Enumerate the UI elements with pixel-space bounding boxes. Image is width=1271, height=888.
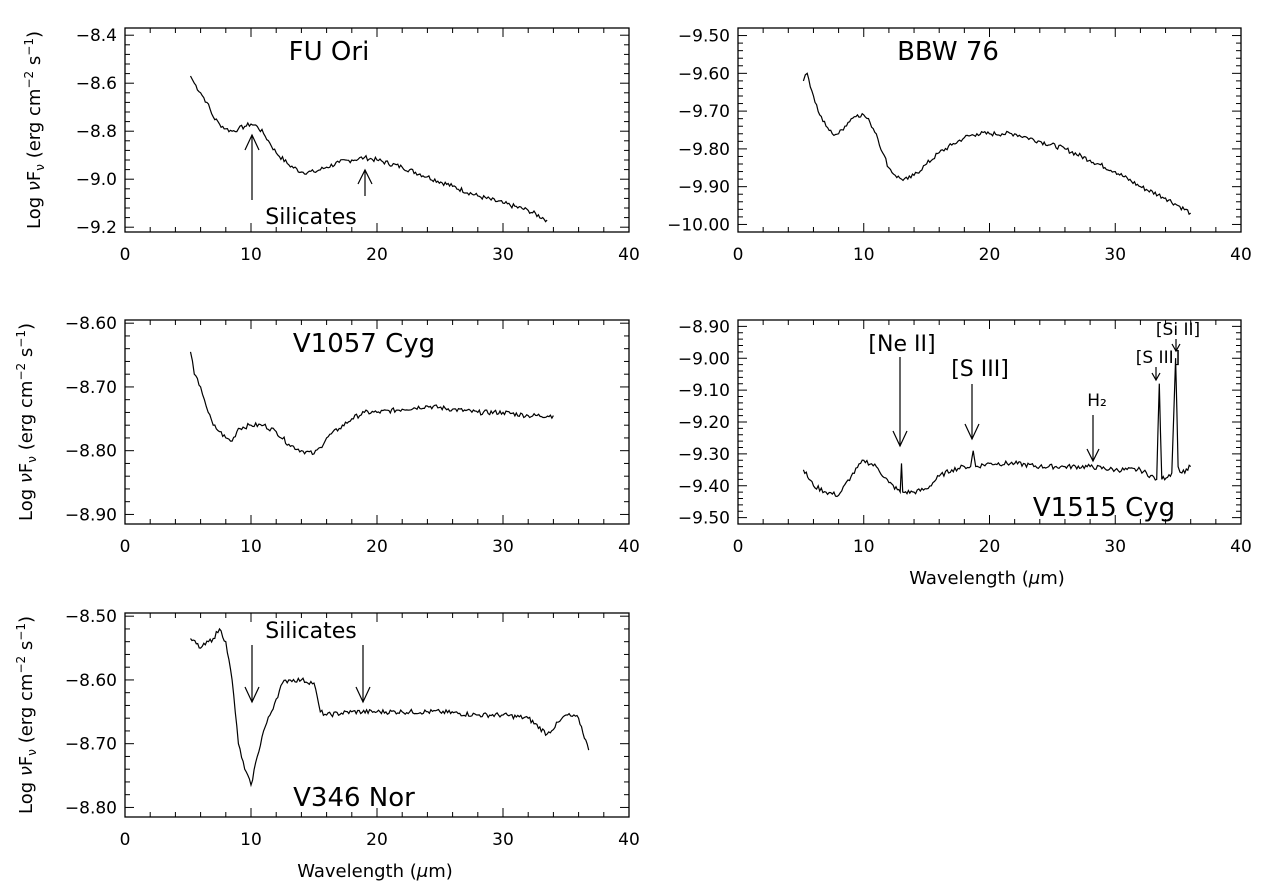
panel-v346-nor: 0 10 20 30 40 −8.80 −8.70 −8.60 −8.50 V346 Nor S… [65,607,640,850]
y-tick-label: −9.60 [678,64,730,84]
x-axis-label-v346: Wavelength (μm) [297,861,453,882]
x-tick-label: 20 [366,245,388,265]
y-tick-label: −9.50 [678,509,730,529]
x-tick-label: 10 [853,245,875,265]
y-tick-label: −9.00 [678,349,730,369]
x-tick-label: 30 [1104,245,1126,265]
tick-labels: 0 10 20 30 40 −9.2 −9.0 −8.8 −8.6 −8.4 [76,26,640,265]
chart-title: V1057 Cyg [293,329,435,359]
panel-fu-ori: 0 10 20 30 40 −9.2 −9.0 −8.8 −8.6 −8.4 FU Ori Sil… [76,26,640,265]
panel-v1515-cyg: 0 10 20 30 40 −9.50 −9.40 −9.30 −9.20 −9.10 −9.00 −… [678,317,1252,557]
tick-labels: 0 10 20 30 40 −10.00 −9.90 −9.80 −9.70 −9.60 −9.50 [667,27,1252,265]
spectrum-line [189,75,548,223]
x-tick-label: 10 [240,537,262,557]
tick-marks [737,319,1242,525]
x-tick-label: 20 [979,245,1001,265]
y-tick-label: −9.30 [678,445,730,465]
spectrum-line [190,627,590,788]
y-tick-label: −8.70 [65,378,117,398]
annotation-silicates: Silicates [265,619,357,644]
x-tick-label: 30 [492,537,514,557]
spectrum-line [802,358,1192,498]
chart-title: BBW 76 [897,37,999,67]
x-tick-label: 10 [853,537,875,557]
x-tick-label: 40 [618,245,640,265]
annotation-s-iii: [S III] [951,357,1009,382]
s-iii-33um-arrowhead [1151,372,1161,382]
y-tick-label: −8.90 [678,317,730,337]
x-tick-label: 40 [618,830,640,850]
tick-marks [124,28,630,232]
annotation-h2: H₂ [1087,391,1107,411]
h2-arrowhead [1086,448,1100,463]
y-tick-label: −9.40 [678,477,730,497]
y-tick-label: −8.80 [65,798,117,818]
x-tick-label: 40 [1230,245,1252,265]
x-tick-label: 40 [618,537,640,557]
ne-ii-arrowhead [892,430,908,448]
x-tick-label: 20 [979,537,1001,557]
panel-bbw-76: 0 10 20 30 40 −10.00 −9.90 −9.80 −9.70 −9.60 −9.50… [667,27,1252,265]
x-tick-label: 20 [366,830,388,850]
spectrum-line [189,351,554,456]
y-tick-label: −9.80 [678,140,730,160]
x-tick-label: 10 [240,830,262,850]
y-axis-label-row-3: Log νFν (erg cm−2 s−1) [14,616,39,814]
si-ii-arrowhead [1171,343,1181,353]
y-tick-label: −9.0 [76,170,117,190]
x-tick-label: 0 [120,537,131,557]
y-tick-label: −9.20 [678,413,730,433]
x-tick-label: 0 [120,245,131,265]
y-tick-label: −8.60 [65,314,117,334]
x-tick-label: 30 [492,245,514,265]
chart-title: V1515 Cyg [1033,493,1175,523]
annotation-si-ii: [Si II] [1156,320,1200,340]
y-tick-label: −9.90 [678,178,730,198]
y-tick-label: −9.2 [76,218,117,238]
silicate-arrowhead-19um [357,168,373,185]
y-tick-label: −9.50 [678,27,730,47]
y-tick-label: −10.00 [667,215,730,235]
y-tick-label: −8.90 [65,505,117,525]
panel-v1057-cyg: 0 10 20 30 40 −8.90 −8.80 −8.70 −8.60 V1057 Cyg [65,314,640,557]
y-tick-label: −9.70 [678,102,730,122]
silicate-arrowhead-19um [355,686,371,704]
x-tick-label: 0 [120,830,131,850]
plot-frame [124,27,630,233]
silicate-arrowhead-10um [244,133,260,151]
y-tick-label: −8.80 [65,442,117,462]
y-tick-label: −8.50 [65,607,117,627]
annotation-silicates: Silicates [265,205,357,230]
chart-title: FU Ori [289,37,370,67]
tick-marks [737,27,1242,233]
y-tick-label: −8.8 [76,122,117,142]
tick-labels: 0 10 20 30 40 −8.80 −8.70 −8.60 −8.50 [65,607,640,850]
x-tick-label: 0 [733,245,744,265]
annotation-s-iii-33um: [S III] [1136,348,1181,368]
spectrum-line [802,72,1192,216]
tick-marks [124,320,630,524]
x-axis-label-v1515: Wavelength (μm) [909,568,1065,589]
annotation-ne-ii: [Ne II] [868,332,935,357]
tick-labels: 0 10 20 30 40 −8.90 −8.80 −8.70 −8.60 [65,314,640,557]
y-tick-label: −8.6 [76,74,117,94]
x-tick-label: 30 [1104,537,1126,557]
chart-title: V346 Nor [293,783,415,813]
silicate-arrowhead-10um [244,686,260,704]
y-tick-label: −9.10 [678,381,730,401]
y-tick-label: −8.60 [65,671,117,691]
s-iii-arrowhead [964,423,980,441]
x-tick-label: 10 [240,245,262,265]
tick-marks [124,613,630,817]
x-tick-label: 20 [366,537,388,557]
y-axis-label-row-1: Log νFν (erg cm−2 s−1) [22,31,47,229]
tick-labels: 0 10 20 30 40 −9.50 −9.40 −9.30 −9.20 −9.10 −9.00 −… [678,317,1252,557]
y-tick-label: −8.70 [65,735,117,755]
x-tick-label: 0 [733,537,744,557]
x-tick-label: 40 [1230,537,1252,557]
y-tick-label: −8.4 [76,26,117,46]
x-tick-label: 30 [492,830,514,850]
y-axis-label-row-2: Log νFν (erg cm−2 s−1) [14,323,39,521]
